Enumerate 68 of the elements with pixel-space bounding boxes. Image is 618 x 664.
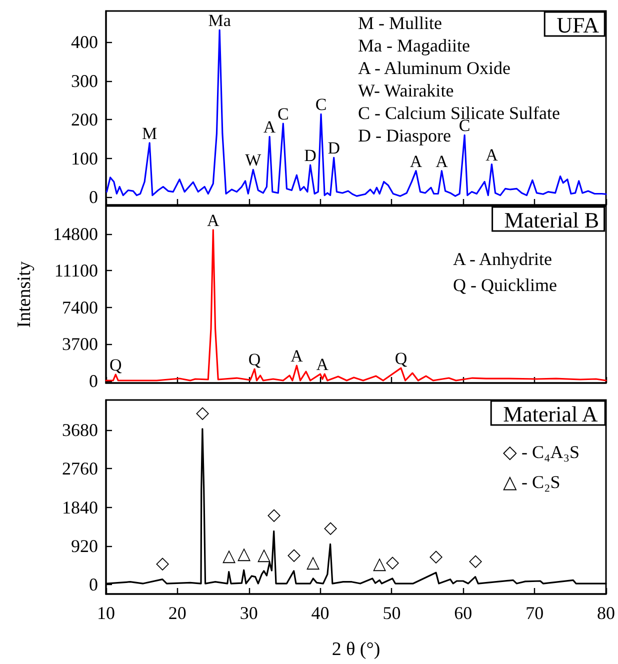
x-tick-label: 40 bbox=[311, 603, 330, 623]
y-tick-label: 1840 bbox=[62, 497, 98, 518]
annotation: D - Diaspore bbox=[358, 126, 451, 146]
annotation: ◇ bbox=[267, 505, 282, 524]
x-tick-label: 20 bbox=[168, 603, 186, 623]
annotation: ◇ bbox=[287, 544, 302, 564]
annotation: △ bbox=[373, 554, 388, 574]
annotation: A bbox=[486, 145, 499, 164]
annotation: Q bbox=[110, 356, 122, 375]
annotation: W- Wairakite bbox=[358, 80, 454, 100]
annotation: D bbox=[328, 138, 340, 158]
annotation: M bbox=[142, 124, 158, 143]
annotation: W bbox=[245, 150, 262, 170]
y-tick-label: 0 bbox=[89, 371, 98, 391]
y-tick-label: 100 bbox=[71, 148, 98, 168]
y-tick-label: 2760 bbox=[62, 458, 98, 479]
y-tick-label: 200 bbox=[71, 110, 98, 130]
chart-title: Material B bbox=[504, 208, 600, 232]
annotation: △ bbox=[306, 552, 321, 572]
y-tick-label: 14800 bbox=[53, 224, 98, 244]
annotation: ◇ - C₄A₃S bbox=[503, 442, 580, 462]
annotation: △ bbox=[257, 544, 272, 564]
x-tick-label: 10 bbox=[97, 603, 115, 623]
annotation: A - Anhydrite bbox=[453, 249, 552, 269]
y-tick-label: 7400 bbox=[62, 297, 98, 318]
y-tick-label: 3700 bbox=[62, 334, 98, 354]
x-tick-label: 50 bbox=[382, 603, 401, 623]
annotation: D bbox=[304, 146, 316, 166]
annotation: Q bbox=[394, 349, 408, 368]
annotation: △ bbox=[237, 544, 252, 564]
annotation: ◇ bbox=[386, 552, 400, 572]
chart-title: Material A bbox=[503, 402, 598, 426]
x-tick-label: 80 bbox=[597, 603, 615, 623]
annotation: A bbox=[263, 118, 276, 137]
y-tick-label: 11100 bbox=[54, 260, 98, 281]
y-tick-label: 300 bbox=[71, 70, 98, 91]
x-tick-label: 70 bbox=[526, 603, 544, 623]
annotation: ◇ bbox=[468, 550, 483, 570]
annotation: A bbox=[436, 152, 449, 171]
y-tick-label: 0 bbox=[89, 187, 98, 208]
annotation: △ bbox=[222, 546, 236, 565]
x-axis-title: 2 θ (°) bbox=[332, 639, 380, 660]
annotation: C bbox=[315, 95, 327, 114]
annotation: A bbox=[316, 355, 330, 374]
annotation: ◇ bbox=[196, 402, 210, 422]
y-tick-label: 3680 bbox=[62, 420, 98, 440]
y-tick-label: 0 bbox=[89, 574, 98, 594]
y-tick-label: 400 bbox=[71, 32, 98, 52]
annotation: Ma - Magadiite bbox=[358, 36, 470, 56]
annotation: ◇ bbox=[430, 546, 444, 566]
annotation: Q bbox=[248, 350, 261, 370]
annotation: ◇ bbox=[324, 518, 338, 538]
x-tick-label: 30 bbox=[240, 603, 258, 623]
annotation: A - Aluminum Oxide bbox=[358, 58, 511, 78]
chart-title: UFA bbox=[556, 12, 600, 38]
annotation: Q - Quicklime bbox=[453, 275, 557, 295]
annotation: Ma bbox=[208, 11, 232, 30]
annotation: A bbox=[207, 210, 220, 230]
annotation: C bbox=[277, 104, 289, 124]
annotation: M - Mullite bbox=[358, 13, 442, 33]
y-axis-title: Intensity bbox=[14, 260, 35, 328]
annotation: △ - C₂S bbox=[503, 472, 560, 492]
x-tick-label: 60 bbox=[454, 603, 472, 623]
y-tick-label: 920 bbox=[71, 536, 98, 556]
annotation: A bbox=[410, 152, 423, 171]
line-series bbox=[105, 229, 607, 382]
annotation: A bbox=[290, 346, 304, 366]
annotation: ◇ bbox=[156, 553, 170, 572]
